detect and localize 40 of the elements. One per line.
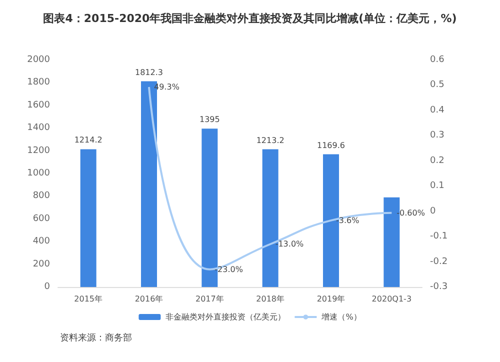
text: 资料来源：商务部 (60, 332, 132, 344)
y-tick-label: 1200 (27, 146, 50, 156)
y-tick-label: 200 (32, 259, 50, 270)
data-label: 1213.2 (256, 136, 284, 145)
y-tick-label: 800 (32, 191, 50, 202)
y-tick-label: 400 (32, 236, 50, 247)
y2-tick-label: 0.6 (430, 55, 445, 65)
x-tick-label: 2016年 (134, 294, 164, 304)
y-tick-label: 1600 (27, 100, 50, 110)
y-tick-label: 1800 (27, 78, 50, 88)
data-label: -3.6% (336, 216, 360, 225)
data-label: 1169.6 (317, 140, 345, 150)
legend-label: 增速（%） (320, 312, 362, 322)
y2-tick-label: 0.1 (430, 181, 444, 192)
chart-title: 图表4：2015-2020年我国非金融类对外直接投资及其同比增减(单位：亿美元，%) (43, 12, 457, 25)
y-tick-label: 1000 (27, 168, 50, 178)
y-tick-label: 2000 (27, 55, 50, 65)
y-tick-label: 0 (44, 282, 50, 292)
y2-tick-label: 0.2 (430, 156, 444, 166)
y-tick-label: 600 (32, 214, 50, 224)
legend-label: 非金融类对外直接投资（亿美元） (166, 312, 286, 322)
y2-tick-label: -0.3 (430, 282, 448, 292)
data-label: -23.0% (214, 264, 244, 274)
y-tick-label: 1400 (27, 123, 50, 134)
x-tick-label: 2018年 (256, 294, 285, 304)
line-series (148, 86, 393, 270)
bar (80, 149, 96, 287)
data-label: 1214.2 (74, 136, 102, 145)
y2-tick-label: -0.2 (430, 256, 448, 267)
x-tick-label: 2017年 (195, 294, 224, 304)
x-tick-label: 2015年 (74, 294, 103, 304)
data-label: 1812.3 (135, 68, 163, 77)
y2-tick-label: 0.4 (430, 105, 445, 116)
x-tick-label: 2020Q1-3 (372, 294, 412, 304)
y2-tick-label: -0.1 (430, 232, 448, 242)
y2-tick-label: 0.3 (430, 130, 444, 141)
y2-tick-label: 0.5 (430, 80, 444, 90)
data-label: 1395 (199, 115, 220, 124)
x-tick-label: 2019年 (316, 294, 346, 304)
y2-tick-label: 0 (430, 206, 436, 216)
